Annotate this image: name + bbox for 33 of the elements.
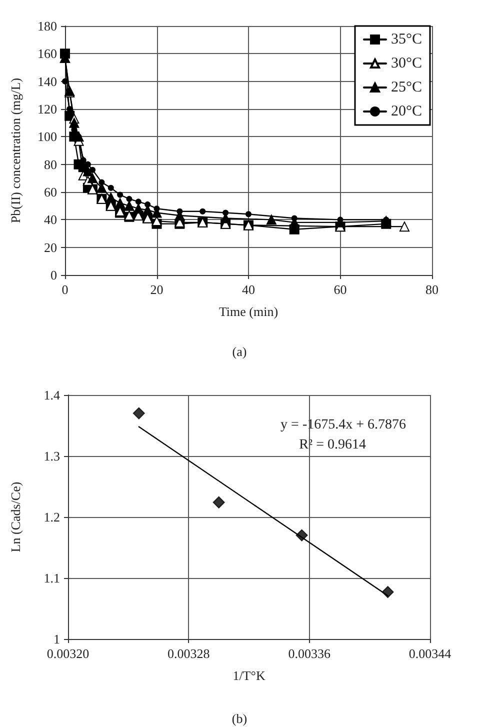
x-tick-label: 20 — [150, 282, 164, 297]
legend-label: 35°C — [390, 32, 422, 48]
legend-label: 30°C — [390, 56, 422, 72]
y-tick-label: 40 — [44, 212, 57, 228]
y-tick-label: 160 — [38, 46, 57, 62]
x-axis-title: 1/T°K — [232, 668, 266, 683]
legend-label: 25°C — [390, 80, 422, 96]
y-tick-label: 120 — [38, 102, 57, 116]
x-tick-label: 0.00336 — [288, 646, 331, 661]
y-tick-label: 20 — [44, 240, 57, 255]
y-axis-title: Ln (Cads/Ce) — [8, 482, 23, 552]
y-tick-label: 0 — [50, 268, 57, 282]
y-tick-label: 140 — [38, 74, 57, 89]
x-tick-label: 40 — [242, 282, 255, 297]
y-tick-label: 80 — [44, 156, 57, 172]
x-tick-label: 0.00328 — [168, 646, 210, 661]
y-tick-label: 60 — [44, 184, 57, 200]
y-tick-label: 100 — [38, 129, 57, 144]
text: (a) — [232, 344, 247, 359]
x-tick-label: 0.00344 — [408, 646, 452, 661]
y-tick-label: 180 — [38, 18, 57, 34]
x-axis-title: Time (min) — [218, 304, 278, 319]
y-tick-label: 1.3 — [44, 448, 60, 464]
y-axis-title: Pb(II) concentration (mg/L) — [8, 78, 23, 224]
legend-label: 20°C — [390, 104, 422, 120]
y-tick-label: 1.2 — [44, 510, 60, 524]
text: (b) — [232, 711, 248, 726]
y-tick-label: 1 — [54, 632, 60, 646]
x-tick-label: 0.00320 — [46, 646, 90, 661]
y-tick-label: 1.4 — [44, 388, 60, 402]
x-tick-label: 80 — [426, 282, 438, 297]
y-tick-label: 1.1 — [44, 570, 60, 586]
x-tick-label: 60 — [334, 282, 347, 297]
